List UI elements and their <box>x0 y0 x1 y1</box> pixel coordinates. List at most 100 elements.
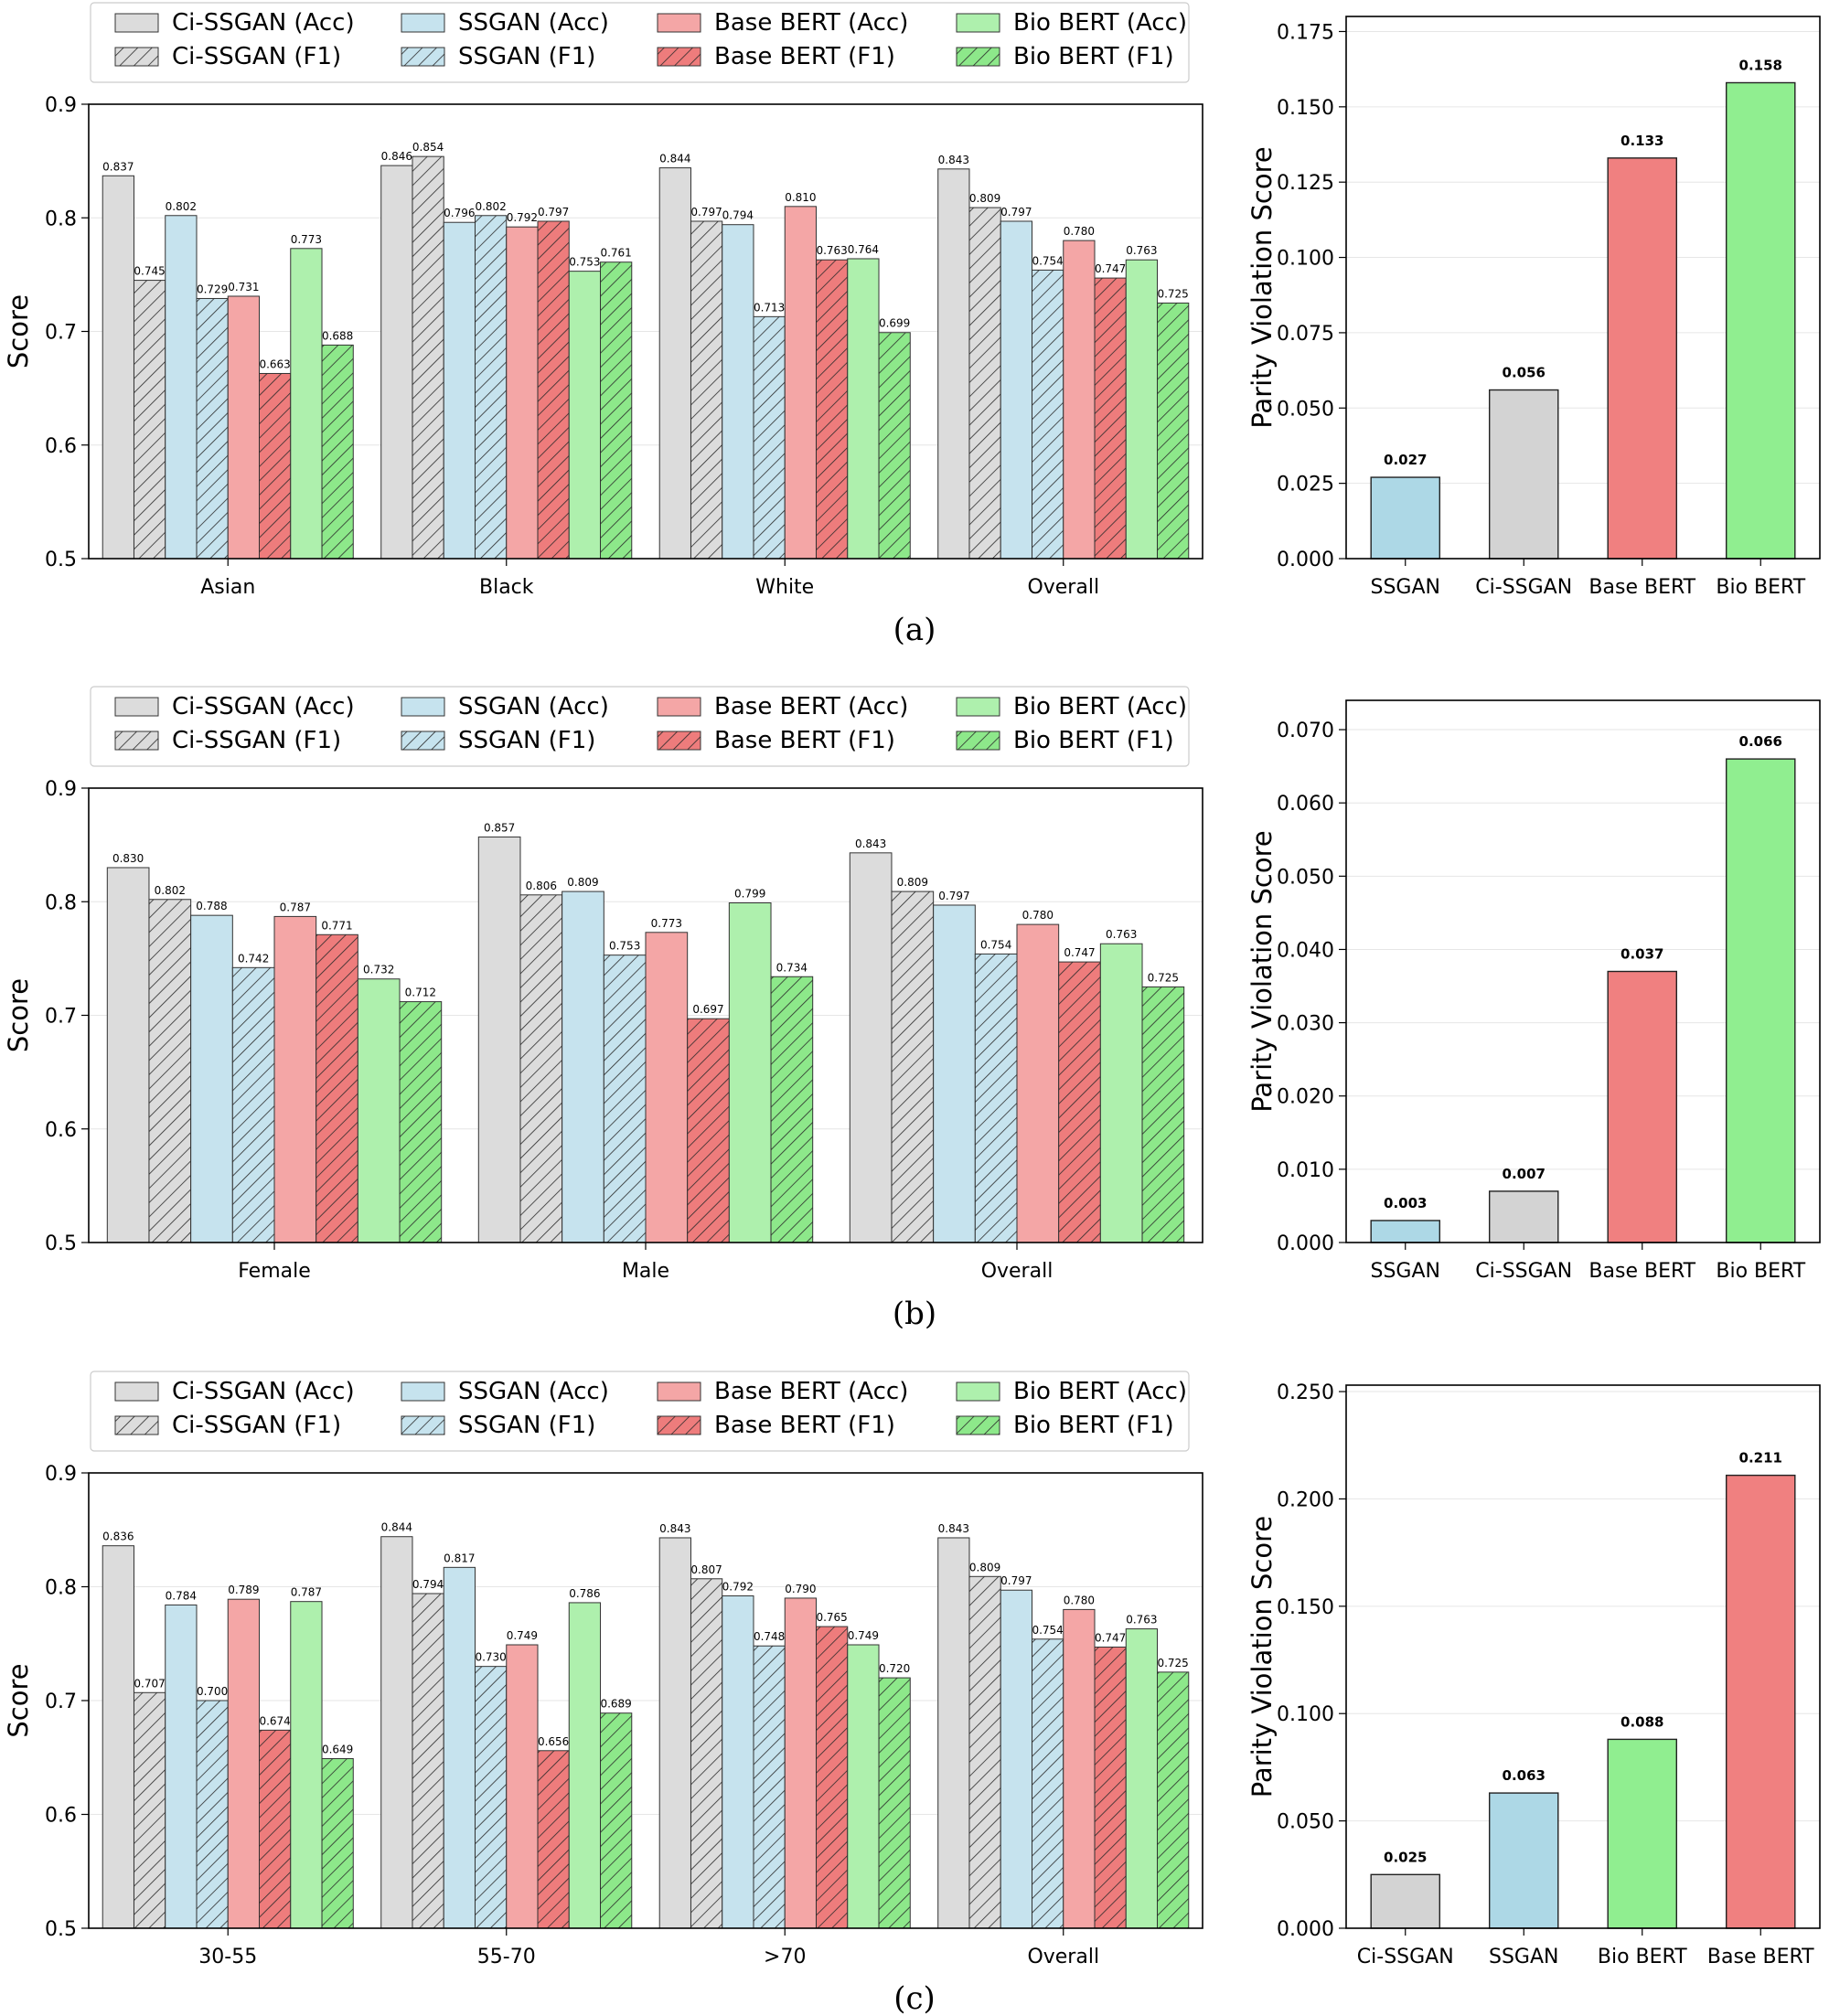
bar-hatch <box>316 934 358 1243</box>
legend-swatch-hatch <box>658 731 701 750</box>
legend-swatch <box>657 13 701 33</box>
data-label: 0.725 <box>1157 1657 1188 1669</box>
x-tick-label: Base BERT <box>1588 1260 1695 1283</box>
data-label: 0.789 <box>228 1584 259 1596</box>
legend-swatch-hatch <box>957 1416 1000 1435</box>
y-tick-label: 0.000 <box>1277 1918 1334 1941</box>
legend-swatch-hatch <box>115 48 158 66</box>
bar-hatch <box>475 215 507 559</box>
data-label: 0.729 <box>197 283 228 295</box>
y-tick-label: 0.125 <box>1277 172 1334 195</box>
data-label: 0.794 <box>412 1578 444 1591</box>
x-tick-label: Bio BERT <box>1598 1946 1687 1968</box>
legend-swatch-hatch <box>115 1416 158 1435</box>
bar <box>290 1601 323 1929</box>
legend-swatch <box>956 697 1000 717</box>
data-label: 0.764 <box>848 243 879 256</box>
bar <box>443 221 476 560</box>
parity-bar <box>1607 970 1678 1243</box>
bar <box>165 215 198 560</box>
data-label: 0.802 <box>166 200 197 213</box>
data-label: 0.787 <box>280 901 311 913</box>
x-tick-label: Female <box>238 1260 311 1283</box>
bar <box>645 932 689 1243</box>
bar-hatch <box>604 955 646 1243</box>
data-label: 0.689 <box>600 1698 631 1711</box>
bar <box>1000 1589 1032 1929</box>
data-label: 0.754 <box>980 938 1011 951</box>
legend-swatch-hatch <box>401 48 444 66</box>
bar <box>1063 240 1096 560</box>
y-tick-label: 0.010 <box>1277 1159 1334 1182</box>
bar-hatch <box>1095 1647 1127 1928</box>
bar-hatch <box>259 373 291 559</box>
parity-bar <box>1488 1190 1559 1243</box>
bar-hatch <box>1032 1638 1064 1928</box>
legend-label: SSGAN (Acc) <box>458 9 609 37</box>
legend-box <box>90 1371 1190 1452</box>
bar-hatch <box>1142 987 1184 1243</box>
caption-c: (c) <box>893 1980 936 2016</box>
parity-value-label: 0.158 <box>1739 57 1782 73</box>
y-tick-label: 0.025 <box>1277 474 1334 496</box>
data-label: 0.843 <box>855 837 886 850</box>
bar-hatch <box>519 894 562 1243</box>
legend-label: Bio BERT (Acc) <box>1013 693 1187 720</box>
y-tick-label: 0.8 <box>45 208 77 230</box>
data-label: 0.786 <box>569 1587 600 1600</box>
bar <box>190 914 233 1243</box>
data-label: 0.790 <box>785 1583 816 1595</box>
parity-bar <box>1370 1220 1441 1243</box>
y-tick-label: 0.7 <box>45 1006 77 1029</box>
bar <box>443 1566 476 1929</box>
bar <box>658 167 691 560</box>
group-score-chart-race: 0.5 0.6 0.7 0.8 0.9 0.837 0.745 0.802 0.729 0.731… <box>3 2 1203 599</box>
data-label: 0.754 <box>1032 1624 1063 1637</box>
caption-b: (b) <box>893 1296 936 1332</box>
x-tick-label: Base BERT <box>1707 1946 1814 1968</box>
data-label: 0.797 <box>1000 1574 1032 1587</box>
data-label: 0.763 <box>1126 244 1157 257</box>
y-tick-label: 0.8 <box>45 891 77 914</box>
legend-swatch-hatch <box>401 731 444 750</box>
legend-label: Base BERT (F1) <box>714 727 895 754</box>
parity-bar <box>1725 81 1796 560</box>
data-label: 0.792 <box>722 1580 754 1593</box>
y-tick-label: 0.250 <box>1277 1381 1334 1404</box>
data-label: 0.707 <box>134 1677 165 1690</box>
legend-swatch-hatch <box>658 48 701 66</box>
y-tick-label: 0.8 <box>45 1577 77 1600</box>
bar <box>658 1537 691 1929</box>
bar-hatch <box>690 220 722 560</box>
parity-value-label: 0.027 <box>1384 452 1427 468</box>
x-tick-label: SSGAN <box>1489 1946 1558 1968</box>
data-label: 0.725 <box>1148 971 1179 984</box>
bar-hatch <box>1058 962 1101 1243</box>
data-label: 0.649 <box>322 1743 353 1755</box>
data-label: 0.843 <box>938 1522 969 1535</box>
data-label: 0.731 <box>228 281 259 293</box>
legend-swatch <box>401 13 445 33</box>
y-tick-label: 0.6 <box>45 1119 77 1142</box>
bar <box>477 836 521 1243</box>
parity-bar <box>1725 1474 1796 1929</box>
legend-label: Ci-SSGAN (Acc) <box>172 693 355 720</box>
legend-swatch <box>114 13 159 33</box>
bar-hatch <box>879 1678 911 1928</box>
plot-frame <box>1345 1384 1821 1929</box>
x-tick-label: Base BERT <box>1588 576 1695 599</box>
data-label: 0.806 <box>526 880 557 892</box>
bar <box>273 915 317 1243</box>
y-tick-label: 0.050 <box>1277 1811 1334 1834</box>
bar <box>847 1644 880 1929</box>
legend-label: Base BERT (Acc) <box>714 9 908 37</box>
legend-label: Ci-SSGAN (Acc) <box>172 9 355 37</box>
data-label: 0.836 <box>102 1531 134 1543</box>
bar-hatch <box>1157 303 1189 559</box>
bar-hatch <box>412 1593 444 1928</box>
legend-swatch-hatch <box>957 48 1000 66</box>
y-tick-label: 0.6 <box>45 435 77 458</box>
data-label: 0.844 <box>381 1521 412 1534</box>
data-label: 0.797 <box>538 206 569 219</box>
data-label: 0.780 <box>1064 225 1095 238</box>
